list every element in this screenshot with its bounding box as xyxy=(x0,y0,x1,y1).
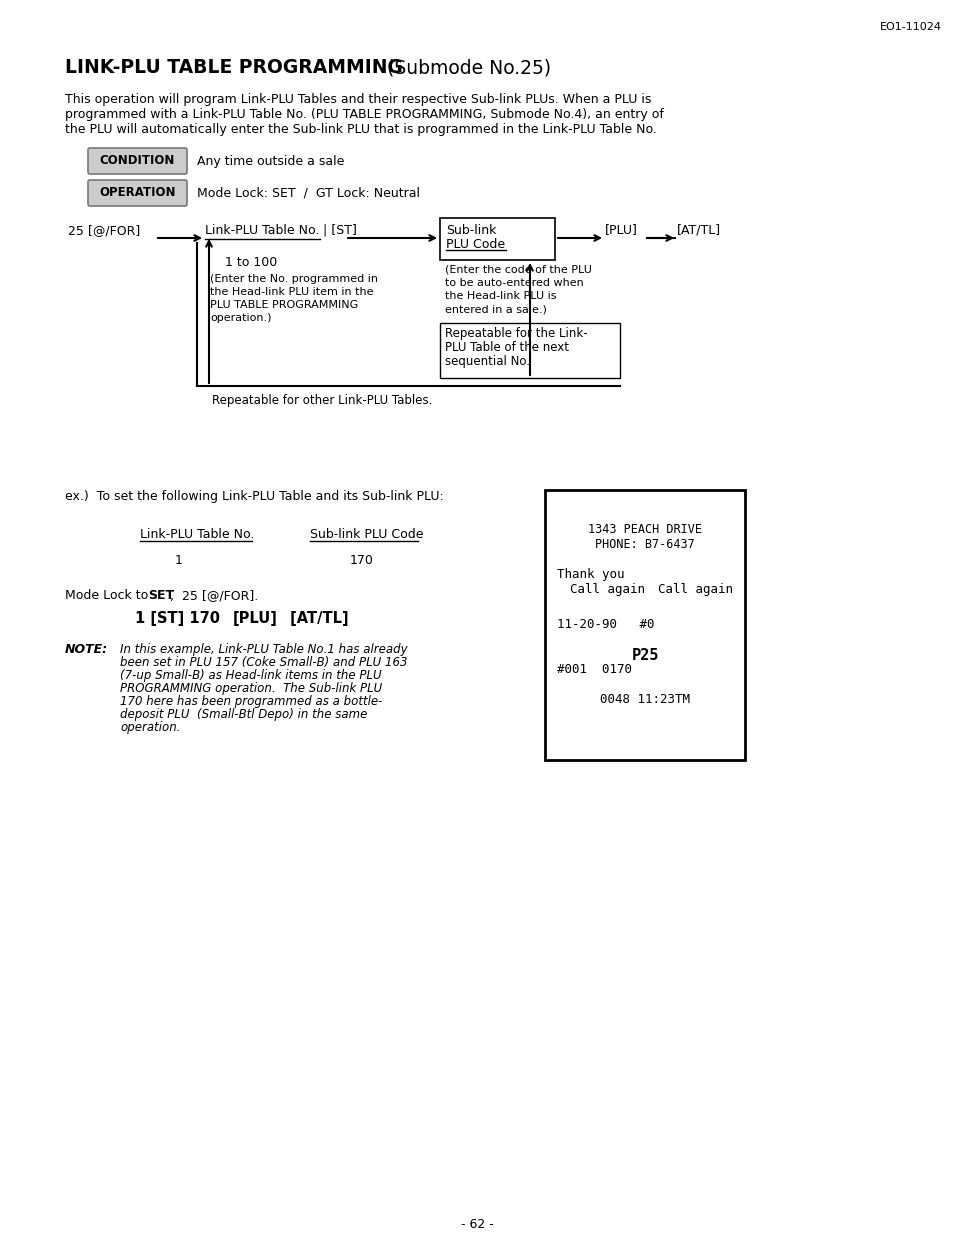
Text: Thank you: Thank you xyxy=(557,568,624,581)
Text: CONDITION: CONDITION xyxy=(100,154,175,168)
Text: Repeatable for other Link-PLU Tables.: Repeatable for other Link-PLU Tables. xyxy=(212,393,432,407)
Text: Any time outside a sale: Any time outside a sale xyxy=(196,154,344,168)
Text: Sub-link PLU Code: Sub-link PLU Code xyxy=(310,527,423,541)
Text: programmed with a Link-PLU Table No. (PLU TABLE PROGRAMMING, Submode No.4), an e: programmed with a Link-PLU Table No. (PL… xyxy=(65,108,663,122)
Text: the PLU will automatically enter the Sub-link PLU that is programmed in the Link: the PLU will automatically enter the Sub… xyxy=(65,123,657,137)
Text: In this example, Link-PLU Table No.1 has already: In this example, Link-PLU Table No.1 has… xyxy=(120,643,407,656)
Text: Call again: Call again xyxy=(658,583,732,596)
Text: (Enter the code of the PLU: (Enter the code of the PLU xyxy=(444,266,591,276)
Text: (Submode No.25): (Submode No.25) xyxy=(375,58,551,77)
Text: LINK-PLU TABLE PROGRAMMING: LINK-PLU TABLE PROGRAMMING xyxy=(65,58,402,77)
Text: Sub-link: Sub-link xyxy=(446,223,496,237)
Text: SET: SET xyxy=(148,589,174,602)
Text: 1 to 100: 1 to 100 xyxy=(225,256,277,269)
Text: [PLU]: [PLU] xyxy=(604,223,638,237)
Text: 170: 170 xyxy=(350,553,374,567)
Text: ,  25 [@/FOR].: , 25 [@/FOR]. xyxy=(170,589,258,602)
Text: (Enter the No. programmed in: (Enter the No. programmed in xyxy=(210,274,377,284)
Text: Repeatable for the Link-: Repeatable for the Link- xyxy=(444,326,587,340)
Text: OPERATION: OPERATION xyxy=(99,186,175,200)
Text: ex.)  To set the following Link-PLU Table and its Sub-link PLU:: ex.) To set the following Link-PLU Table… xyxy=(65,490,443,503)
Text: the Head-link PLU is: the Head-link PLU is xyxy=(444,290,556,302)
Bar xyxy=(439,323,619,379)
Text: Call again: Call again xyxy=(569,583,644,596)
Text: PHONE: B7-6437: PHONE: B7-6437 xyxy=(595,539,694,551)
Text: NOTE:: NOTE: xyxy=(65,643,108,656)
Text: 1 [ST] 170: 1 [ST] 170 xyxy=(135,611,225,625)
Text: been set in PLU 157 (Coke Small-B) and PLU 163: been set in PLU 157 (Coke Small-B) and P… xyxy=(120,656,407,669)
Text: EO1-11024: EO1-11024 xyxy=(879,22,941,32)
Text: [PLU]: [PLU] xyxy=(233,611,277,625)
Text: 170 here has been programmed as a bottle-: 170 here has been programmed as a bottle… xyxy=(120,695,382,709)
Text: 0048 11:23TM: 0048 11:23TM xyxy=(599,692,689,706)
FancyBboxPatch shape xyxy=(88,180,187,206)
Text: Link-PLU Table No.: Link-PLU Table No. xyxy=(205,223,319,237)
Text: This operation will program Link-PLU Tables and their respective Sub-link PLUs. : This operation will program Link-PLU Tab… xyxy=(65,93,651,105)
Text: - 62 -: - 62 - xyxy=(460,1217,493,1231)
Text: 11-20-90   #0: 11-20-90 #0 xyxy=(557,618,654,630)
Text: PROGRAMMING operation.  The Sub-link PLU: PROGRAMMING operation. The Sub-link PLU xyxy=(120,683,382,695)
Text: [AT/TL]: [AT/TL] xyxy=(677,223,720,237)
Text: PLU Table of the next: PLU Table of the next xyxy=(444,341,568,354)
Text: 25 [@/FOR]: 25 [@/FOR] xyxy=(68,225,140,237)
Text: PLU Code: PLU Code xyxy=(446,238,504,251)
Text: Mode Lock to: Mode Lock to xyxy=(65,589,152,602)
Text: operation.): operation.) xyxy=(210,313,272,323)
Text: deposit PLU  (Small-Btl Depo) in the same: deposit PLU (Small-Btl Depo) in the same xyxy=(120,709,367,721)
FancyBboxPatch shape xyxy=(88,148,187,174)
Text: PLU TABLE PROGRAMMING: PLU TABLE PROGRAMMING xyxy=(210,300,358,310)
Text: [AT/TL]: [AT/TL] xyxy=(285,611,348,625)
Text: Link-PLU Table No.: Link-PLU Table No. xyxy=(140,527,254,541)
Bar xyxy=(544,490,744,759)
Text: 1: 1 xyxy=(174,553,183,567)
Text: #001  0170: #001 0170 xyxy=(557,663,631,676)
Text: entered in a sale.): entered in a sale.) xyxy=(444,304,546,314)
Text: 1343 PEACH DRIVE: 1343 PEACH DRIVE xyxy=(587,522,701,536)
Text: (7-up Small-B) as Head-link items in the PLU: (7-up Small-B) as Head-link items in the… xyxy=(120,669,381,683)
Text: to be auto-entered when: to be auto-entered when xyxy=(444,278,583,288)
Bar xyxy=(439,218,555,261)
Text: sequential No.: sequential No. xyxy=(444,355,530,369)
Text: | [ST]: | [ST] xyxy=(323,223,356,237)
Text: the Head-link PLU item in the: the Head-link PLU item in the xyxy=(210,287,374,297)
Text: P25: P25 xyxy=(631,648,658,663)
Text: operation.: operation. xyxy=(120,721,180,733)
Text: Mode Lock: SET  /  GT Lock: Neutral: Mode Lock: SET / GT Lock: Neutral xyxy=(196,186,419,200)
